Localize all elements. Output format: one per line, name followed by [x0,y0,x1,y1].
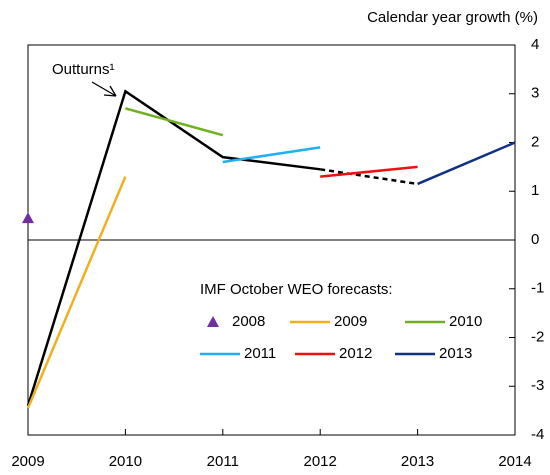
legend-label: 2012 [339,345,372,362]
x-tick-label: 2010 [109,453,142,470]
y-tick-label: 1 [531,182,539,199]
legend-label: 2011 [244,345,276,362]
y-tick-label: 4 [531,36,539,53]
legend-label: 2010 [449,313,482,330]
triangle-marker [22,212,34,224]
y-tick-label: -4 [531,426,544,443]
y-tick-label: 2 [531,133,539,150]
y-tick-label: 3 [531,85,539,102]
y-tick-label: -1 [531,280,544,297]
y-tick-label: -2 [531,328,544,345]
x-tick-label: 2011 [207,453,239,470]
annotation-arrow [91,81,117,97]
legend-title: IMF October WEO forecasts: [200,281,393,298]
x-tick-label: 2014 [498,453,531,470]
forecast-line [417,141,516,186]
x-tick-label: 2013 [401,453,434,470]
annotation: Outturns¹ [52,61,115,78]
outturn-line [26,89,321,407]
forecast-line [125,107,224,137]
legend-label: 2008 [232,313,265,330]
y-tick-label: 0 [531,231,539,248]
outturn-dashed-line [320,168,418,186]
legend-label: 2013 [439,345,472,362]
x-tick-label: 2012 [304,453,337,470]
forecast-line [320,165,418,178]
triangle-marker [207,316,219,327]
y-axis-label: Calendar year growth (%) [367,9,538,26]
legend-label: 2009 [334,313,367,330]
x-tick-label: 2009 [11,453,44,470]
forecast-line [26,176,127,409]
y-tick-label: -3 [531,377,544,394]
forecast-line [222,146,321,164]
